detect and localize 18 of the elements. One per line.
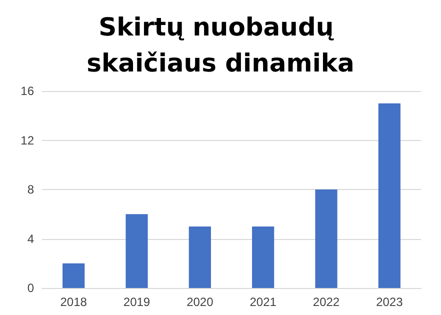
chart-title: Skirtų nuobaudų skaičiaus dinamika — [86, 12, 354, 78]
bar — [315, 190, 338, 288]
x-tick-label: 2021 — [250, 295, 277, 309]
bar — [378, 103, 400, 288]
x-tick-label: 2022 — [312, 295, 340, 309]
x-tick-label: 2023 — [376, 295, 404, 309]
bar — [62, 263, 85, 288]
y-tick-label: 4 — [27, 232, 34, 246]
y-tick-label: 8 — [27, 182, 34, 196]
y-tick-label: 16 — [20, 84, 34, 98]
y-tick-label: 0 — [27, 281, 34, 295]
bar — [252, 226, 274, 288]
x-tick-label: 2019 — [123, 295, 150, 309]
y-tick-label: 12 — [20, 133, 34, 148]
bar — [188, 226, 211, 288]
x-tick-label: 2020 — [186, 295, 214, 309]
bar — [126, 214, 148, 288]
x-tick-label: 2018 — [60, 295, 88, 309]
